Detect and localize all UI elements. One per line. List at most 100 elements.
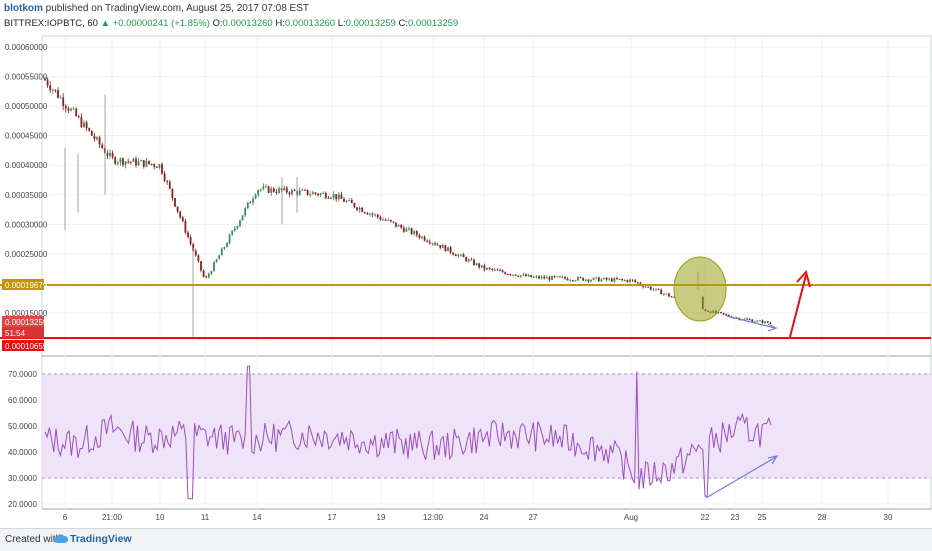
candle-body-14 [80,117,83,127]
candle-body-277 [764,321,767,323]
candle-body-173 [493,269,496,271]
candle-body-265 [733,317,735,319]
candle-body-58 [194,250,197,256]
candle-body-54 [184,221,187,233]
candle-body-219 [613,278,616,282]
tradingview-logo-text[interactable]: TradingView [70,533,132,545]
candle-body-76 [241,215,244,221]
candle-body-237 [660,289,663,295]
candle-body-2 [49,85,52,91]
candle-body-148 [428,241,431,244]
candle-body-65 [213,262,215,272]
candle-body-228 [636,282,639,284]
price-tag-bg-0 [2,279,44,290]
candle-body-13 [77,116,80,118]
price-tag-1: 0.00013259 [5,318,48,327]
candle-body-49 [171,188,174,198]
candle-body-108 [324,192,327,198]
candle-body-263 [727,314,730,317]
candle-body-177 [504,272,507,275]
footer-bar: Created with TradingView [0,528,932,551]
candle-body-235 [655,288,657,290]
candle-body-30 [122,158,124,165]
candle-body-233 [649,286,652,290]
rsi-tick-4: 30.0000 [8,474,37,483]
candle-body-77 [244,208,247,216]
candle-body-223 [623,279,626,281]
candle-body-189 [535,276,538,278]
candle-body-271 [748,319,751,321]
price-tick-6: 0.00030000 [5,220,48,229]
candle-body-171 [488,268,491,270]
candle-body-182 [517,275,520,277]
candle-body-35 [135,158,137,166]
candle-body-260 [720,311,722,313]
price-chart[interactable]: 0.00060000 0.00055000 0.00050000 0.00045000… [0,0,932,528]
candle-body-132 [387,219,390,221]
candle-body-174 [496,269,499,271]
close-label: C: [398,18,408,29]
candle-body-6 [59,97,62,99]
price-tick-2: 0.00050000 [5,102,48,111]
candle-body-83 [259,189,262,191]
candle-body-238 [662,293,665,295]
candle-body-141 [410,228,413,234]
highlight-ellipse[interactable] [673,256,727,322]
author-link[interactable]: blotkom [4,3,43,14]
candle-body-200 [564,276,566,279]
price-trend-arrow[interactable] [726,315,778,332]
candle-body-186 [527,274,530,277]
candle-body-37 [140,160,143,162]
candle-body-56 [189,236,192,244]
candle-body-9 [67,108,70,111]
candle-body-188 [532,276,535,278]
candle-body-278 [766,321,769,323]
candle-body-3 [51,89,54,91]
candle-body-153 [441,245,444,248]
candle-body-70 [226,243,228,247]
candle-body-114 [340,194,343,199]
price-target-arrow[interactable] [789,269,811,338]
symbol-ohlc-line: BITTREX:IOPBTC, 60 ▲ +0.00000241 (+1.85%… [4,18,458,29]
candle-body-105 [317,193,319,196]
candle-body-117 [348,199,351,201]
low-label: L: [337,18,346,29]
candle-body-10 [70,108,72,111]
candle-body-154 [444,245,447,252]
rsi-trend-arrow[interactable] [705,455,779,499]
candle-body-47 [166,180,169,182]
candle-body-261 [722,312,725,315]
candle-body-16 [85,122,88,129]
candle-body-210 [590,279,592,282]
candle-body-194 [548,277,551,280]
candle-body-106 [319,193,322,196]
candle-body-84 [262,186,265,190]
candle-body-78 [246,202,249,209]
candle-body-135 [395,222,397,227]
candle-body-122 [361,207,364,213]
close-value: 0.00013259 [407,18,459,29]
candle-body-160 [460,254,462,256]
time-tick-4: 14 [253,513,262,522]
candle-body-111 [332,194,335,198]
candle-body-193 [545,277,548,279]
candle-body-168 [480,265,483,268]
candle-body-61 [202,270,205,277]
published-text: published on TradingView.com, August 25,… [42,3,309,14]
candle-body-152 [439,245,442,248]
time-tick-14: 28 [818,513,827,522]
candle-body-195 [551,276,553,280]
candle-body-26 [111,152,114,158]
candle-body-145 [421,236,423,238]
candle-body-113 [337,194,340,200]
candle-body-167 [478,263,481,268]
candle-body-73 [233,228,236,231]
time-tick-13: 25 [758,513,767,522]
candle-body-95 [291,189,293,195]
candle-body-206 [579,277,582,279]
rsi-tick-5: 20.0000 [8,500,37,509]
candle-body-158 [454,254,457,257]
candle-body-104 [314,192,317,194]
candle-body-67 [218,255,221,260]
candle-body-79 [249,202,252,204]
